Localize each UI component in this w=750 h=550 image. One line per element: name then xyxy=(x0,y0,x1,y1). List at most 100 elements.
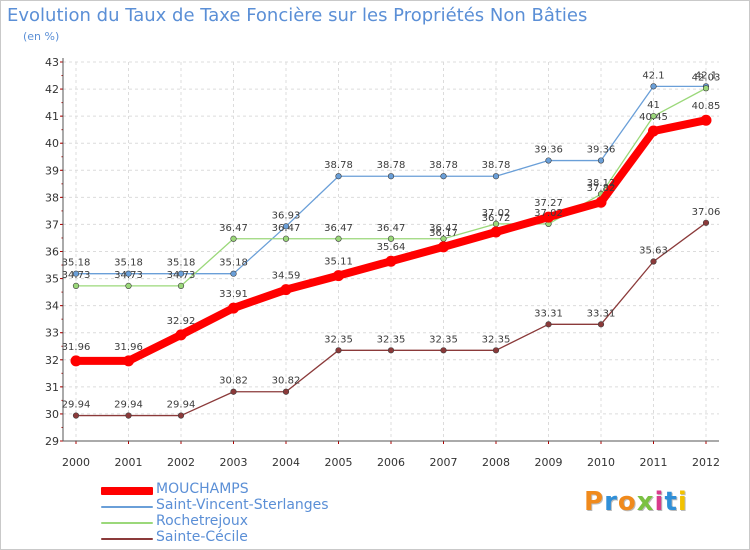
data-label-sainte-cecile: 32.35 xyxy=(482,334,511,345)
data-label-saint-vincent-sterlanges: 38.78 xyxy=(482,160,511,171)
data-label-rochetrejoux: 37.02 xyxy=(482,208,511,219)
data-point-saint-vincent-sterlanges xyxy=(282,223,290,230)
legend-label: Saint-Vincent-Sterlanges xyxy=(156,497,329,513)
data-label-mouchamps: 40.85 xyxy=(692,101,721,112)
data-point-sainte-cecile xyxy=(387,347,395,354)
data-point-saint-vincent-sterlanges xyxy=(440,173,447,180)
data-label-mouchamps: 34.59 xyxy=(272,271,301,282)
data-label-saint-vincent-sterlanges: 35.18 xyxy=(114,258,143,269)
y-tick-label: 34 xyxy=(45,300,59,313)
logo-letter: P xyxy=(584,487,605,517)
x-tick-label: 2003 xyxy=(220,456,248,469)
logo-letter: r xyxy=(604,487,618,517)
x-tick-label: 2005 xyxy=(325,456,353,469)
logo-letter: i xyxy=(654,487,665,517)
data-label-mouchamps: 32.92 xyxy=(167,316,196,327)
data-point-rochetrejoux xyxy=(387,235,395,242)
data-point-sainte-cecile xyxy=(545,321,552,328)
data-label-sainte-cecile: 32.35 xyxy=(324,334,353,345)
data-label-saint-vincent-sterlanges: 35.18 xyxy=(167,258,196,269)
data-point-saint-vincent-sterlanges xyxy=(650,83,657,90)
y-tick-label: 33 xyxy=(45,327,59,340)
data-label-saint-vincent-sterlanges: 39.36 xyxy=(534,145,563,156)
data-label-saint-vincent-sterlanges: 38.78 xyxy=(324,160,353,171)
data-label-rochetrejoux: 36.47 xyxy=(272,223,301,234)
y-tick-label: 39 xyxy=(45,164,59,177)
data-label-rochetrejoux: 34.73 xyxy=(62,270,91,281)
data-point-sainte-cecile xyxy=(702,219,710,226)
x-tick-label: 2002 xyxy=(167,456,195,469)
data-label-sainte-cecile: 32.35 xyxy=(429,334,458,345)
data-point-mouchamps xyxy=(385,255,397,267)
y-tick-label: 37 xyxy=(45,218,59,231)
x-tick-label: 2011 xyxy=(640,456,668,469)
y-tick-label: 40 xyxy=(45,137,59,150)
proxiti-logo: Proxiti xyxy=(584,487,688,517)
logo-letter: t xyxy=(664,487,678,517)
legend-swatch xyxy=(101,538,153,540)
data-label-saint-vincent-sterlanges: 42.1 xyxy=(642,70,664,81)
logo-letter: o xyxy=(617,487,637,517)
data-point-sainte-cecile xyxy=(282,388,290,395)
data-label-sainte-cecile: 29.94 xyxy=(167,400,196,411)
data-point-sainte-cecile xyxy=(650,258,657,265)
data-point-saint-vincent-sterlanges xyxy=(72,270,80,277)
data-point-rochetrejoux xyxy=(230,235,237,242)
data-label-rochetrejoux: 36.47 xyxy=(429,223,458,234)
data-point-sainte-cecile xyxy=(72,412,80,419)
data-point-sainte-cecile xyxy=(597,321,605,328)
data-label-sainte-cecile: 29.94 xyxy=(114,400,143,411)
legend-label: Rochetrejoux xyxy=(156,513,249,529)
data-point-sainte-cecile xyxy=(177,412,185,419)
data-label-sainte-cecile: 33.31 xyxy=(534,308,563,319)
data-point-mouchamps xyxy=(228,302,239,314)
x-tick-label: 2000 xyxy=(62,456,90,469)
data-point-mouchamps xyxy=(700,114,712,126)
x-tick-label: 2007 xyxy=(430,456,458,469)
y-tick-label: 41 xyxy=(45,110,59,123)
x-tick-label: 2008 xyxy=(482,456,510,469)
y-tick-label: 36 xyxy=(45,246,59,259)
x-tick-label: 2001 xyxy=(115,456,143,469)
data-label-mouchamps: 37.82 xyxy=(587,183,616,194)
data-label-mouchamps: 40.45 xyxy=(639,112,668,123)
data-point-saint-vincent-sterlanges xyxy=(177,270,185,277)
axes: 29 30 31 32 33 34 35 36 37 38 39 40 41 42 43 2000 2001 20… xyxy=(45,56,720,469)
legend-swatch xyxy=(101,487,153,495)
data-point-sainte-cecile xyxy=(492,347,500,354)
data-point-mouchamps xyxy=(70,355,82,367)
data-label-mouchamps: 35.11 xyxy=(324,257,353,268)
data-label-mouchamps: 33.91 xyxy=(219,289,248,300)
y-tick-label: 31 xyxy=(45,381,59,394)
data-point-sainte-cecile xyxy=(440,347,447,354)
data-label-mouchamps: 36.72 xyxy=(482,213,511,224)
data-point-saint-vincent-sterlanges xyxy=(125,270,132,277)
data-label-mouchamps: 36.17 xyxy=(429,228,458,239)
y-tick-label: 29 xyxy=(45,435,59,448)
data-point-mouchamps xyxy=(333,270,344,282)
data-point-saint-vincent-sterlanges xyxy=(387,173,395,180)
grid xyxy=(63,61,719,442)
y-tick-label: 32 xyxy=(45,354,59,367)
x-tick-label: 2004 xyxy=(272,456,300,469)
data-label-saint-vincent-sterlanges: 38.78 xyxy=(377,160,406,171)
data-label-rochetrejoux: 36.47 xyxy=(219,223,248,234)
legend-swatch xyxy=(101,522,153,524)
data-label-rochetrejoux: 36.47 xyxy=(377,223,406,234)
y-tick-label: 38 xyxy=(45,191,59,204)
x-tick-label: 2010 xyxy=(587,456,615,469)
data-label-saint-vincent-sterlanges: 35.18 xyxy=(62,258,91,269)
data-point-saint-vincent-sterlanges xyxy=(230,270,237,277)
data-point-saint-vincent-sterlanges xyxy=(597,157,605,164)
data-label-mouchamps: 37.27 xyxy=(534,198,563,209)
data-label-sainte-cecile: 30.82 xyxy=(272,376,301,387)
data-point-rochetrejoux xyxy=(650,113,657,120)
y-tick-label: 42 xyxy=(45,83,59,96)
y-tick-label: 30 xyxy=(45,408,59,421)
x-tick-label: 2012 xyxy=(692,456,720,469)
x-tick-label: 2009 xyxy=(535,456,563,469)
data-label-sainte-cecile: 32.35 xyxy=(377,334,406,345)
data-point-sainte-cecile xyxy=(230,388,237,395)
chart-unit-label: (en %) xyxy=(23,30,60,43)
data-label-mouchamps: 35.64 xyxy=(377,242,406,253)
